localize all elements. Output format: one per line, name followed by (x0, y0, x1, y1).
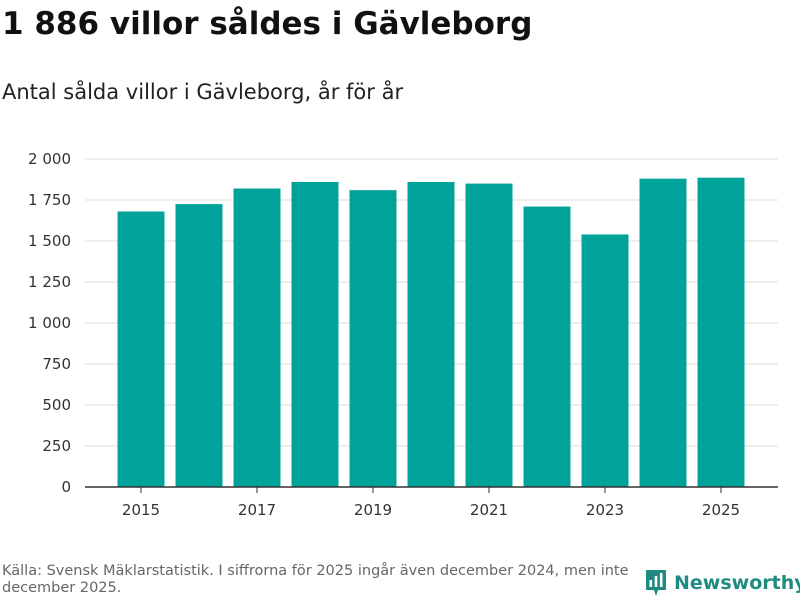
x-tick-label: 2023 (586, 501, 624, 519)
x-tick-label: 2015 (122, 501, 160, 519)
source-note: Källa: Svensk Mäklarstatistik. I siffror… (2, 563, 629, 596)
y-tick-label: 1 250 (28, 273, 71, 291)
bar-2016 (175, 204, 223, 487)
y-tick-label: 250 (42, 437, 71, 455)
bar-2017 (233, 188, 281, 487)
bars (117, 177, 745, 488)
bar-2021 (465, 183, 513, 487)
bar-2015 (117, 211, 165, 488)
y-tick-label: 500 (42, 396, 71, 414)
y-tick-label: 1 750 (28, 191, 71, 209)
x-tick-label: 2019 (354, 501, 392, 519)
bar-2025 (697, 177, 745, 488)
x-tick-label: 2025 (702, 501, 740, 519)
bar-2018 (291, 181, 339, 487)
y-tick-label: 2 000 (28, 150, 71, 168)
y-axis-labels: 0 250 500 750 1 000 1 250 1 500 1 750 2 000 (28, 150, 71, 496)
y-tick-label: 0 (61, 478, 71, 496)
x-tick-label: 2021 (470, 501, 508, 519)
x-tick-label: 2017 (238, 501, 276, 519)
x-axis: 2015 2017 2019 2021 2023 2025 (85, 486, 778, 519)
bar-2020 (407, 181, 455, 487)
y-tick-label: 750 (42, 355, 71, 373)
bar-2024 (639, 178, 687, 487)
y-tick-label: 1 500 (28, 232, 71, 250)
bar-chart: 0 250 500 750 1 000 1 250 1 500 1 750 2 000 2015… (28, 150, 778, 519)
bar-2019 (349, 190, 397, 487)
chart-subtitle: Antal sålda villor i Gävleborg, år för å… (2, 80, 404, 104)
chart-title: 1 886 villor såldes i Gävleborg (2, 6, 533, 42)
y-tick-label: 1 000 (28, 314, 71, 332)
newsworthy-logo: Newsworthy (644, 568, 800, 598)
newsworthy-logo-icon (646, 570, 666, 596)
bar-2022 (523, 206, 571, 487)
bar-2023 (581, 234, 629, 487)
brand-name: Newsworthy (674, 572, 800, 594)
